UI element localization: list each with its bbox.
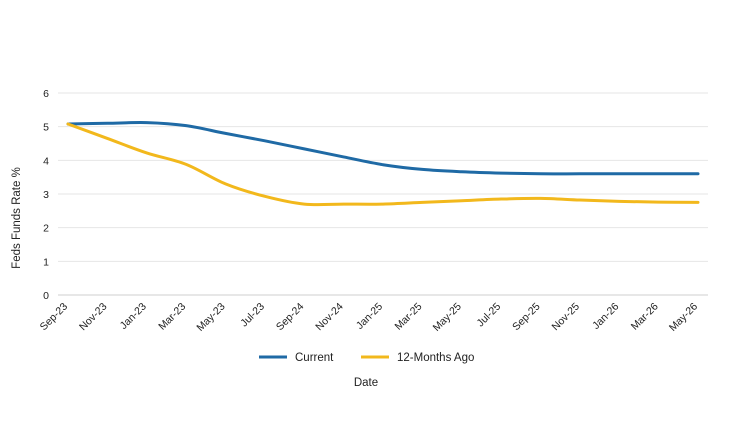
- series-lines: [66, 121, 700, 207]
- series-line-12-months-ago: [66, 122, 700, 207]
- y-tick-label: 1: [43, 256, 49, 268]
- y-axis-title: Feds Funds Rate %: [11, 167, 23, 269]
- gridlines: [58, 92, 708, 296]
- x-axis-title: Date: [354, 377, 378, 389]
- x-tick-label: Nov-24: [313, 301, 346, 334]
- y-tick-label: 3: [43, 189, 49, 201]
- x-tick-label: Nov-25: [550, 301, 583, 334]
- y-tick-label: 2: [43, 223, 49, 235]
- legend-label-current: Current: [295, 352, 334, 364]
- x-tick-label: Nov-23: [77, 301, 110, 334]
- y-tick-label: 6: [43, 88, 49, 100]
- y-tick-label: 5: [43, 122, 49, 134]
- x-tick-label: Sep-24: [274, 301, 307, 334]
- series-line-current: [66, 121, 700, 176]
- x-tick-label: Sep-23: [38, 301, 71, 334]
- x-tick-label: May-26: [667, 301, 700, 334]
- x-tick-label: Mar-25: [392, 301, 424, 333]
- y-tick-label: 4: [43, 155, 49, 167]
- x-tick-label: Jan-23: [118, 301, 149, 332]
- x-tick-label: May-23: [194, 301, 227, 334]
- x-tick-label: Jan-25: [354, 301, 385, 332]
- legend: Current 12-Months Ago: [259, 352, 474, 364]
- x-tick-label: Jan-26: [590, 301, 621, 332]
- x-tick-label: May-25: [431, 301, 464, 334]
- x-tick-label: Jul-25: [475, 301, 504, 330]
- x-tick-label: Sep-25: [510, 301, 543, 334]
- x-tick-label: Jul-23: [238, 301, 267, 330]
- x-tick-label: Mar-26: [629, 301, 661, 333]
- x-tick-label: Mar-23: [156, 301, 188, 333]
- x-axis-ticks: Sep-23 Nov-23 Jan-23 Mar-23 May-23 Jul-23 Sep-…: [38, 301, 701, 334]
- y-axis-ticks: 0 1 2 3 4 5 6: [43, 88, 49, 302]
- legend-label-12-months-ago: 12-Months Ago: [397, 352, 474, 364]
- y-tick-label: 0: [43, 290, 49, 302]
